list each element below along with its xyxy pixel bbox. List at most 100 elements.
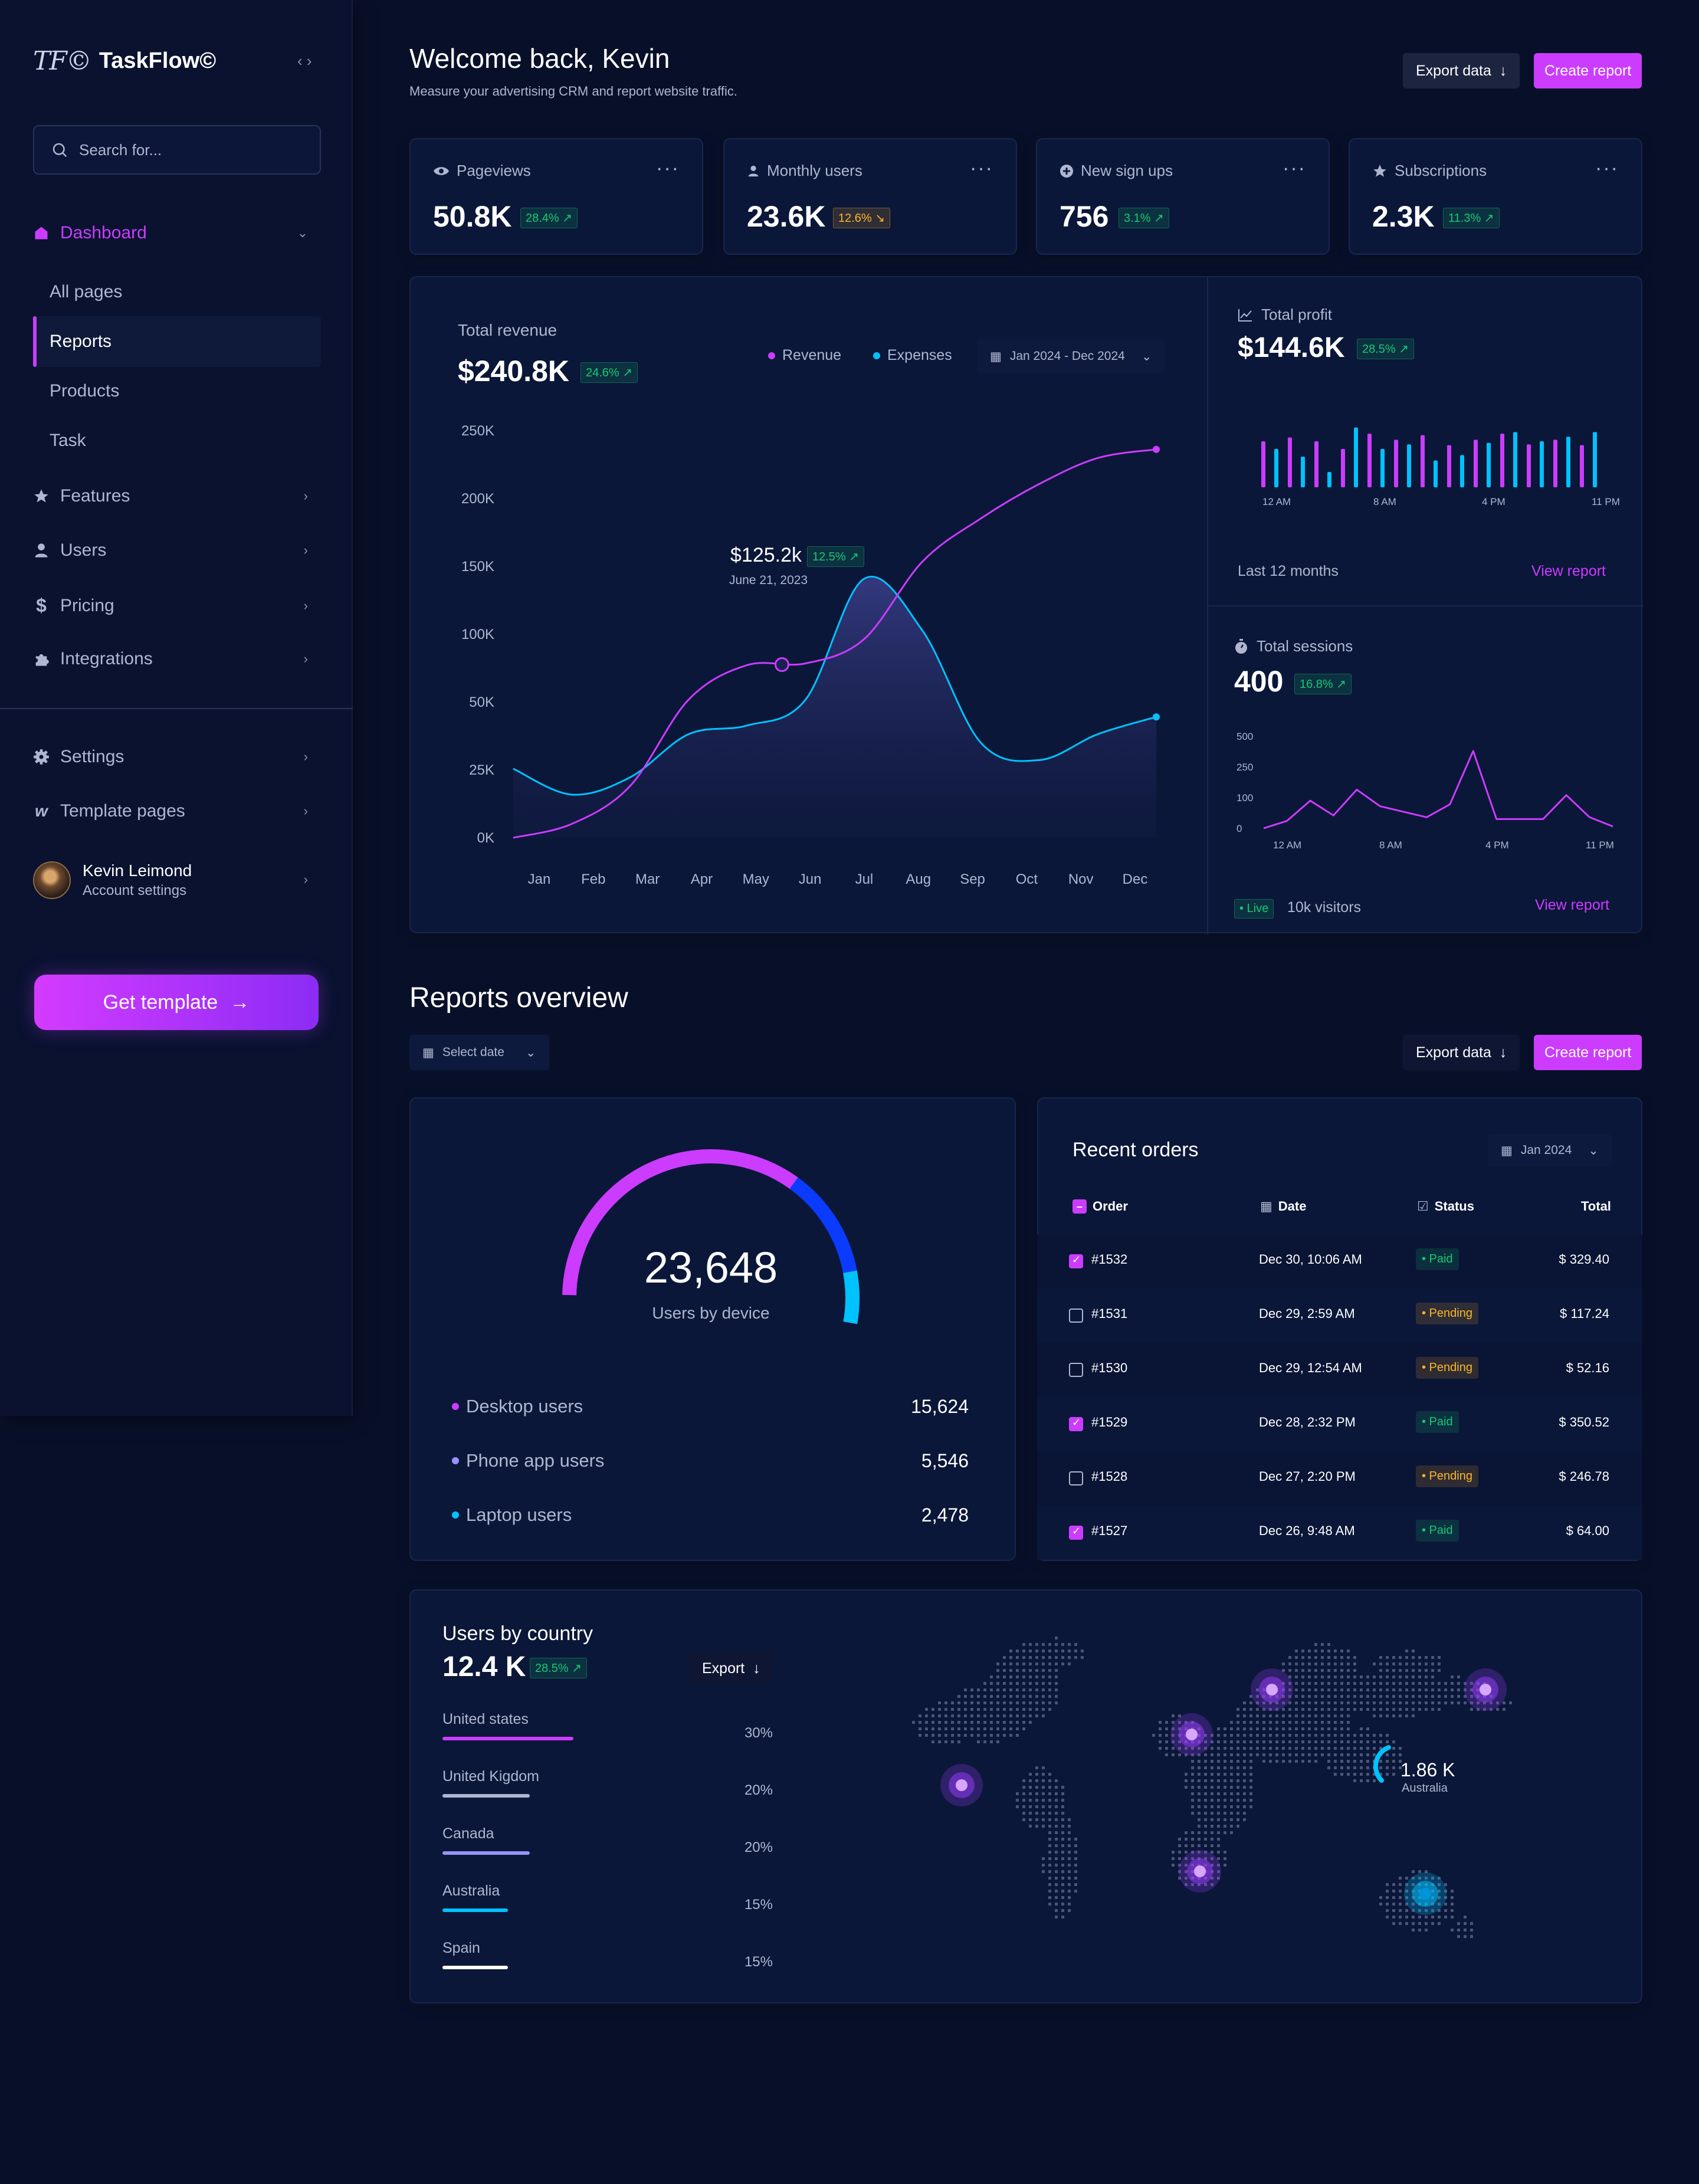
map-dot <box>1425 1701 1428 1704</box>
profit-bar <box>1487 442 1491 487</box>
table-row[interactable]: #1529 Dec 28, 2:32 PM • Paid $ 350.52 <box>1037 1397 1642 1451</box>
row-checkbox[interactable] <box>1069 1525 1083 1540</box>
checkbox-all[interactable]: – <box>1072 1199 1087 1214</box>
map-dot <box>1243 1740 1246 1743</box>
profit-period: Last 12 months <box>1238 563 1339 579</box>
column-header-total[interactable]: Total <box>1581 1199 1611 1214</box>
table-row[interactable]: #1532 Dec 30, 10:06 AM • Paid $ 329.40 <box>1037 1234 1642 1288</box>
stat-card-monthly-users[interactable]: Monthly users ··· 23.6K 12.6% ↘ <box>723 138 1017 255</box>
table-row[interactable]: #1527 Dec 26, 9:48 AM • Paid $ 64.00 <box>1037 1506 1642 1560</box>
row-checkbox[interactable] <box>1069 1416 1083 1431</box>
map-dot <box>1340 1701 1343 1704</box>
account-settings[interactable]: Kevin Leimond Account settings › <box>33 861 308 899</box>
map-dot <box>1256 1695 1259 1698</box>
sub-item-reports[interactable]: Reports <box>50 332 112 351</box>
more-icon[interactable]: ··· <box>970 157 993 179</box>
map-marker[interactable] <box>1464 1668 1507 1711</box>
more-icon[interactable]: ··· <box>656 157 680 179</box>
column-header-date[interactable]: ▦ Date <box>1260 1199 1306 1214</box>
table-row[interactable]: #1528 Dec 27, 2:20 PM • Pending $ 246.78 <box>1037 1451 1642 1506</box>
stat-card-pageviews[interactable]: Pageviews ··· 50.8K 28.4% ↗ <box>409 138 703 255</box>
row-checkbox[interactable] <box>1069 1254 1083 1268</box>
map-dot <box>1314 1753 1317 1756</box>
nav-settings[interactable]: Settings › <box>33 747 308 767</box>
map-dot <box>1347 1708 1350 1711</box>
map-dot <box>1301 1695 1304 1698</box>
stat-card-new-signups[interactable]: New sign ups ··· 756 3.1% ↗ <box>1036 138 1330 255</box>
map-dot <box>1042 1650 1045 1652</box>
column-header-status[interactable]: ☑ Status <box>1417 1199 1474 1214</box>
map-marker-australia[interactable] <box>1404 1873 1447 1915</box>
nav-pricing[interactable]: $ Pricing › <box>33 595 308 616</box>
row-checkbox[interactable] <box>1069 1309 1083 1323</box>
date-range-select[interactable]: ▦ Jan 2024 - Dec 2024 ⌄ <box>977 340 1165 373</box>
map-dot <box>983 1734 986 1737</box>
table-row[interactable]: #1530 Dec 29, 12:54 AM • Pending $ 52.16 <box>1037 1343 1642 1397</box>
sessions-view-report-link[interactable]: View report <box>1535 897 1609 913</box>
create-report-button[interactable]: Create report <box>1534 1035 1642 1070</box>
chevron-right-icon: › <box>303 804 308 818</box>
export-data-button[interactable]: Export data ↓ <box>1403 53 1520 88</box>
map-dot <box>1224 1766 1226 1769</box>
create-report-button[interactable]: Create report <box>1534 53 1642 88</box>
map-dot <box>932 1740 934 1743</box>
map-dot <box>1405 1688 1408 1691</box>
map-dot <box>1068 1662 1071 1665</box>
profit-view-report-link[interactable]: View report <box>1531 563 1606 579</box>
map-dot <box>1068 1643 1071 1646</box>
nav-template-pages[interactable]: w Template pages › <box>33 801 308 821</box>
map-dot <box>1308 1734 1311 1737</box>
map-dot <box>1048 1883 1051 1886</box>
chevron-right-icon: › <box>303 872 308 887</box>
nav-users[interactable]: Users › <box>33 540 308 560</box>
more-icon[interactable]: ··· <box>1595 157 1619 179</box>
nav-dashboard[interactable]: Dashboard ⌄ <box>33 223 308 243</box>
map-marker[interactable] <box>1179 1850 1221 1893</box>
search-input[interactable]: Search for... <box>33 125 321 175</box>
logo[interactable]: TF© TaskFlow© <box>33 46 216 76</box>
map-marker[interactable] <box>940 1764 983 1806</box>
get-template-button[interactable]: Get template → <box>34 975 319 1030</box>
country-export-button[interactable]: Export ↓ <box>689 1652 773 1685</box>
map-dot <box>1029 1721 1032 1724</box>
export-data-button[interactable]: Export data ↓ <box>1403 1035 1520 1070</box>
map-dot <box>1295 1662 1298 1665</box>
map-dot <box>1178 1857 1181 1860</box>
map-dot <box>1224 1857 1226 1860</box>
select-date-dropdown[interactable]: ▦ Select date ⌄ <box>409 1035 549 1070</box>
country-name: United states <box>442 1711 529 1727</box>
map-dot <box>1061 1656 1064 1659</box>
map-dot <box>1003 1695 1006 1698</box>
table-row[interactable]: #1531 Dec 29, 2:59 AM • Pending $ 117.24 <box>1037 1288 1642 1343</box>
orders-date-select[interactable]: ▦ Jan 2024 ⌄ <box>1488 1134 1612 1167</box>
stat-card-subscriptions[interactable]: Subscriptions ··· 2.3K 11.3% ↗ <box>1349 138 1642 255</box>
map-dot <box>1314 1727 1317 1730</box>
row-checkbox[interactable] <box>1069 1363 1083 1377</box>
map-dot <box>1340 1714 1343 1717</box>
map-dot <box>1295 1740 1298 1743</box>
x-tick-label: 8 AM <box>1379 840 1402 851</box>
sub-item-products[interactable]: Products <box>50 381 120 401</box>
column-header-order[interactable]: – Order <box>1072 1199 1128 1214</box>
nav-features[interactable]: Features › <box>33 486 308 506</box>
map-dot <box>1282 1747 1285 1750</box>
sub-item-all-pages[interactable]: All pages <box>50 282 123 301</box>
map-dot <box>1236 1760 1239 1763</box>
y-tick-label: 25K <box>469 762 494 778</box>
map-dot <box>951 1734 954 1737</box>
nav-integrations[interactable]: Integrations › <box>33 649 308 669</box>
map-marker[interactable] <box>1170 1713 1213 1756</box>
map-dot <box>1055 1779 1058 1782</box>
more-icon[interactable]: ··· <box>1283 157 1306 179</box>
revenue-chart: 0K 25K 50K 100K 150K 200K 250K Jan Feb Mar Apr May… <box>461 423 1160 887</box>
sub-item-task[interactable]: Task <box>50 431 86 450</box>
map-marker[interactable] <box>1251 1668 1293 1711</box>
map-dot <box>1191 1779 1194 1782</box>
row-checkbox[interactable] <box>1069 1471 1083 1485</box>
collapse-sidebar-icon[interactable]: ‹ › <box>297 52 312 70</box>
map-dot <box>1035 1701 1038 1704</box>
hover-point[interactable] <box>774 657 789 673</box>
map-dot <box>1211 1851 1213 1854</box>
map-dot <box>977 1740 980 1743</box>
map-dot <box>1211 1760 1213 1763</box>
